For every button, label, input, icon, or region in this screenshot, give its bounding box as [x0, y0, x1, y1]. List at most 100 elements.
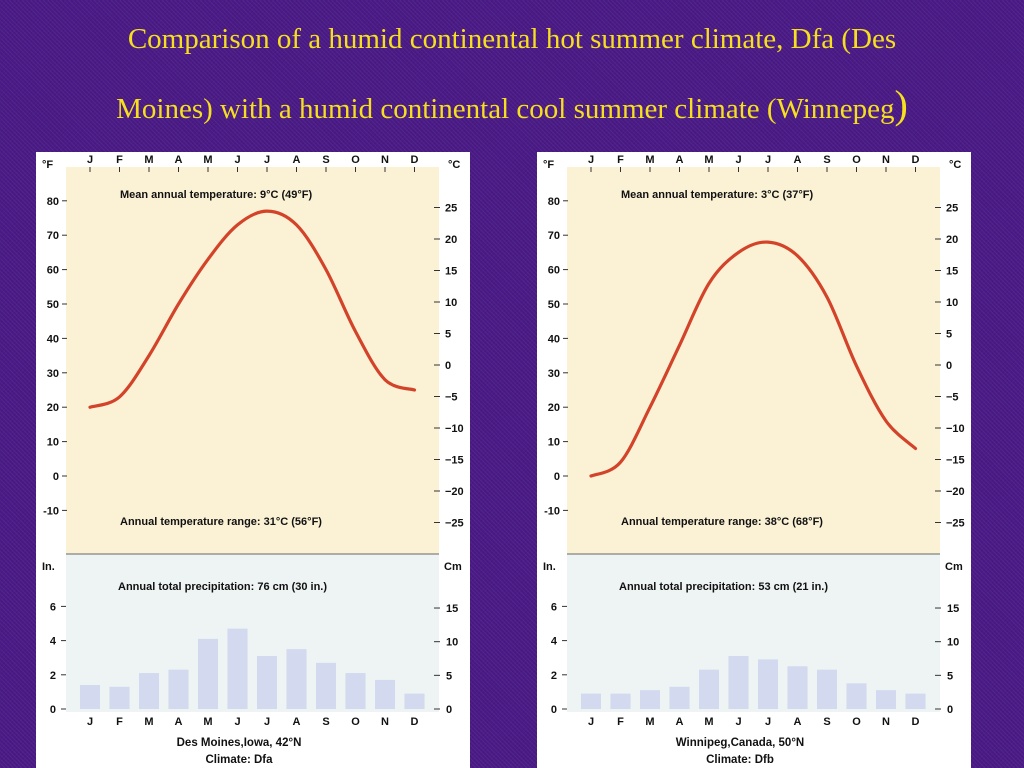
unit-inches: In.: [42, 561, 55, 573]
month-label-bottom: N: [381, 716, 389, 728]
tick-label-fahrenheit: 10: [548, 437, 560, 449]
month-label-bottom: A: [794, 716, 802, 728]
precipitation-bar: [846, 683, 867, 709]
tick-label-fahrenheit: 0: [554, 471, 560, 483]
tick-label-fahrenheit: 70: [47, 230, 59, 242]
month-label-top: N: [882, 154, 890, 166]
month-label-bottom: A: [293, 716, 301, 728]
precipitation-bar: [316, 662, 336, 709]
month-label-bottom: J: [588, 716, 594, 728]
tick-label-celsius: 5: [946, 329, 952, 341]
month-label-top: J: [234, 154, 240, 166]
month-label-bottom: F: [116, 716, 123, 728]
tick-label-centimeters: 10: [446, 637, 458, 649]
month-label-top: M: [645, 154, 654, 166]
precipitation-bar: [610, 693, 631, 709]
month-label-bottom: J: [87, 716, 93, 728]
tick-label-centimeters: 15: [947, 603, 959, 615]
month-label-top: J: [588, 154, 594, 166]
tick-label-celsius: 10: [946, 297, 958, 309]
precipitation-bar: [286, 649, 307, 709]
tick-label-centimeters: 5: [947, 670, 953, 682]
month-label-bottom: D: [411, 716, 419, 728]
tick-label-fahrenheit: 80: [548, 196, 560, 208]
precipitation-bar: [669, 686, 690, 709]
tick-label-celsius: −20: [445, 486, 464, 498]
unit-centimeters: Cm: [444, 561, 462, 573]
precipitation-plot-area: [567, 554, 940, 712]
slide-title-line-2-text: Moines) with a humid continental cool su…: [116, 93, 895, 125]
tick-label-inches: 6: [551, 601, 557, 613]
temperature-range-label: Annual temperature range: 31°C (56°F): [120, 516, 322, 528]
tick-label-inches: 4: [551, 636, 558, 648]
tick-label-celsius: 0: [445, 360, 451, 372]
month-label-bottom: M: [704, 716, 713, 728]
precipitation-bar: [876, 690, 896, 709]
tick-label-fahrenheit: 20: [548, 402, 560, 414]
tick-label-celsius: −15: [445, 455, 464, 467]
unit-inches: In.: [543, 561, 556, 573]
tick-label-centimeters: 10: [947, 637, 959, 649]
tick-label-celsius: −10: [445, 423, 464, 435]
climograph-svg-des-moines: J F M A M J J A S O N D°F °C80706050403020100-102520…: [42, 154, 464, 766]
month-label-bottom: S: [322, 716, 329, 728]
month-label-bottom: M: [645, 716, 654, 728]
tick-label-fahrenheit: -10: [43, 505, 59, 517]
month-label-top: M: [203, 154, 212, 166]
slide-title-paren: ): [894, 82, 908, 127]
tick-label-celsius: −25: [946, 518, 965, 530]
month-label-top: O: [852, 154, 861, 166]
tick-label-fahrenheit: 40: [47, 333, 59, 345]
tick-label-centimeters: 15: [446, 603, 458, 615]
precipitation-bar: [227, 628, 248, 709]
month-label-top: D: [411, 154, 419, 166]
mean-temperature-label: Mean annual temperature: 3°C (37°F): [621, 189, 814, 201]
precipitation-bar: [109, 686, 130, 709]
tick-label-fahrenheit: 50: [548, 299, 560, 311]
precipitation-bar: [787, 666, 808, 709]
month-label-top: S: [823, 154, 830, 166]
tick-label-fahrenheit: 30: [47, 368, 59, 380]
month-label-bottom: J: [735, 716, 741, 728]
temperature-line: [88, 209, 417, 409]
temperature-plot-area: [567, 167, 940, 554]
slide-title: Comparison of a humid continental hot su…: [0, 14, 1024, 146]
tick-label-inches: 4: [50, 636, 57, 648]
tick-label-celsius: −15: [946, 455, 965, 467]
tick-label-celsius: 25: [445, 203, 457, 215]
tick-label-celsius: 10: [445, 297, 457, 309]
month-label-top: J: [87, 154, 93, 166]
slide-title-line-2: Moines) with a humid continental cool su…: [0, 80, 1024, 146]
month-label-top: J: [735, 154, 741, 166]
tick-label-inches: 0: [50, 704, 56, 716]
tick-label-fahrenheit: 50: [47, 299, 59, 311]
month-label-top: A: [676, 154, 684, 166]
tick-label-celsius: −25: [445, 518, 464, 530]
precipitation-bar: [640, 690, 660, 709]
month-label-top: A: [794, 154, 802, 166]
precipitation-bar: [80, 685, 100, 709]
precipitation-bar: [728, 655, 749, 709]
unit-celsius: °C: [949, 159, 961, 171]
precipitation-bar: [758, 659, 778, 709]
precipitation-bar: [699, 669, 719, 709]
mean-temperature-label: Mean annual temperature: 9°C (49°F): [120, 189, 313, 201]
tick-label-fahrenheit: 20: [47, 402, 59, 414]
month-label-bottom: D: [912, 716, 920, 728]
climograph-des-moines: J F M A M J J A S O N D °F °C 80 70 60 50 40 30 20 10 0 -10 25 20…: [36, 152, 470, 768]
month-label-bottom: A: [175, 716, 183, 728]
unit-fahrenheit: °F: [42, 159, 53, 171]
location-label: Winnipeg,Canada, 50°N: [676, 737, 804, 749]
tick-label-celsius: 0: [946, 360, 952, 372]
unit-fahrenheit: °F: [543, 159, 554, 171]
month-label-bottom: S: [823, 716, 830, 728]
tick-label-fahrenheit: 30: [548, 368, 560, 380]
tick-label-celsius: −20: [946, 486, 965, 498]
precipitation-bar: [139, 673, 159, 709]
month-label-bottom: N: [882, 716, 890, 728]
tick-label-centimeters: 0: [446, 704, 452, 716]
precipitation-bar: [404, 693, 425, 709]
precipitation-total-label: Annual total precipitation: 76 cm (30 in…: [118, 581, 327, 593]
month-label-bottom: J: [765, 716, 771, 728]
temperature-line: [589, 240, 918, 478]
